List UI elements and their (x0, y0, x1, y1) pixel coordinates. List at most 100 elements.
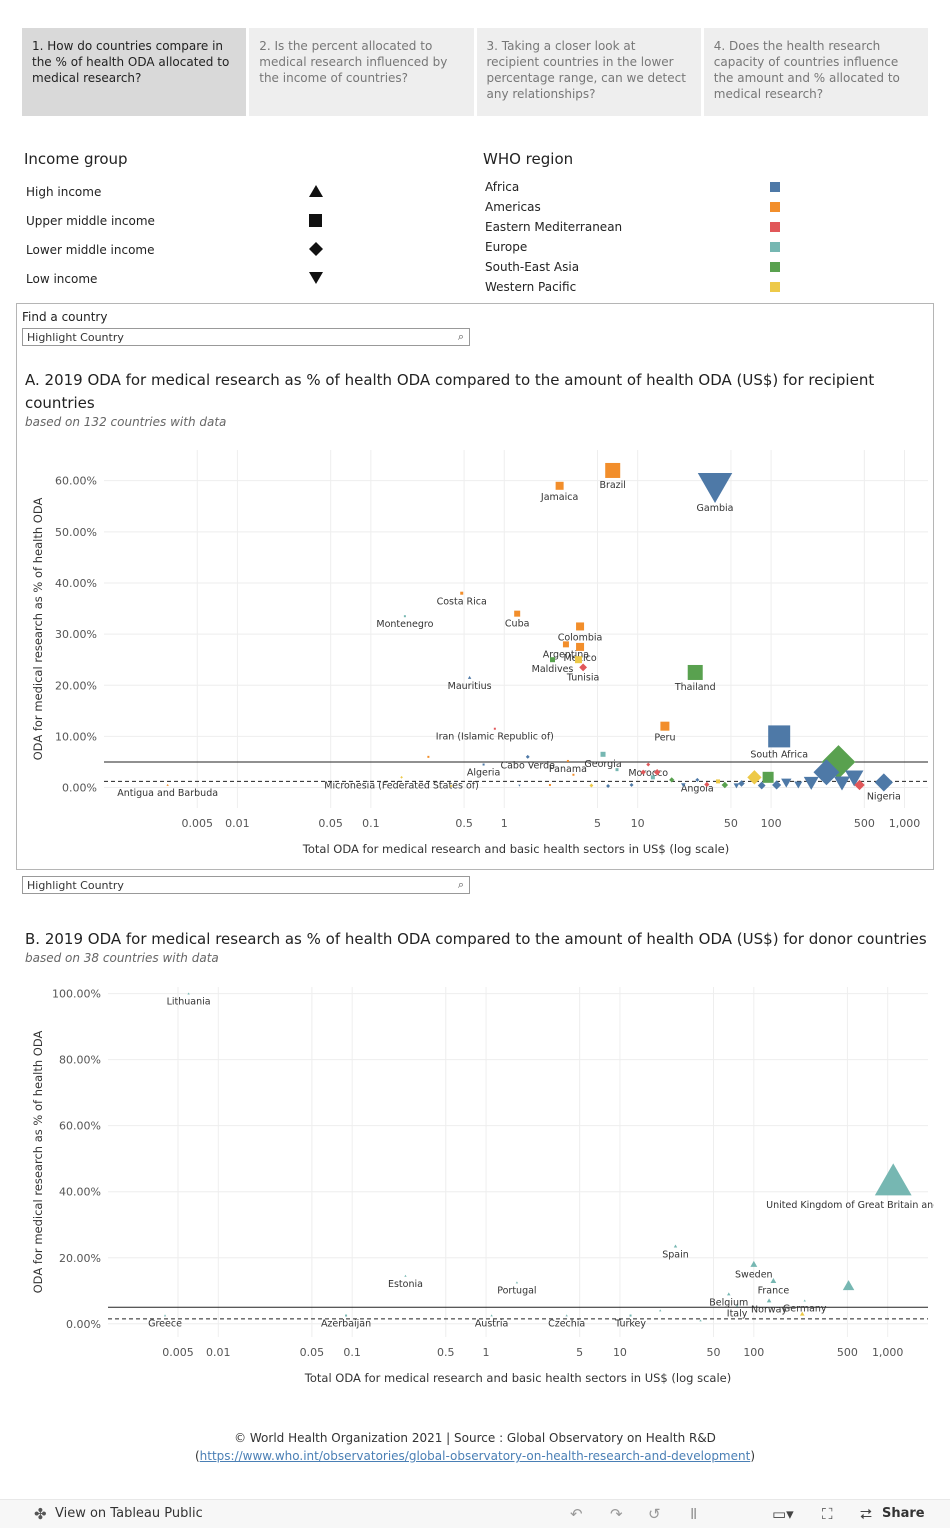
data-point[interactable] (845, 770, 864, 787)
data-point[interactable] (735, 1304, 739, 1307)
data-point[interactable] (757, 781, 766, 790)
data-point[interactable] (659, 1309, 662, 1312)
data-point[interactable] (781, 778, 792, 788)
data-point[interactable] (427, 755, 430, 758)
comment-icon[interactable]: ▭▾ (772, 1505, 794, 1523)
data-point[interactable] (605, 462, 621, 478)
data-point[interactable] (803, 1299, 806, 1302)
data-point[interactable] (514, 610, 521, 617)
tab-1[interactable]: 1. How do countries compare in the % of … (22, 28, 247, 116)
tab-3[interactable]: 3. Taking a closer look at recipient cou… (476, 28, 701, 116)
pause-icon[interactable]: Ⅱ (690, 1505, 698, 1523)
data-point[interactable] (669, 777, 675, 783)
data-point[interactable] (653, 768, 661, 776)
data-point[interactable] (490, 1314, 493, 1317)
data-point[interactable] (768, 725, 791, 748)
view-on-tableau-link[interactable]: View on Tableau Public (55, 1506, 203, 1521)
data-point[interactable] (842, 1280, 855, 1291)
data-point[interactable] (589, 783, 594, 788)
data-point[interactable] (166, 783, 169, 786)
data-point[interactable] (493, 727, 496, 730)
share-icon[interactable]: ⮂ (860, 1505, 873, 1523)
redo-icon[interactable]: ↷ (610, 1505, 623, 1523)
data-point[interactable] (566, 759, 569, 762)
data-point[interactable] (629, 783, 634, 787)
data-point[interactable] (403, 615, 406, 618)
share-button[interactable]: Share (882, 1506, 925, 1521)
region-legend-item[interactable]: Eastern Mediterranean (485, 220, 623, 234)
data-point[interactable] (799, 1311, 805, 1316)
data-point[interactable] (555, 481, 564, 490)
income-legend-low[interactable]: Low income (26, 272, 98, 286)
data-point[interactable] (733, 783, 740, 789)
region-legend-item[interactable]: Western Pacific (485, 280, 577, 294)
data-point[interactable] (606, 784, 611, 788)
footer-link[interactable]: https://www.who.int/observatories/global… (199, 1449, 751, 1463)
data-point[interactable] (562, 641, 569, 648)
data-point[interactable] (460, 591, 464, 595)
data-point[interactable] (821, 745, 856, 779)
region-legend-item[interactable]: Europe (485, 240, 528, 254)
data-point[interactable] (518, 784, 521, 787)
data-point[interactable] (565, 1314, 568, 1317)
search-icon[interactable]: ⌕ (457, 330, 465, 343)
data-point[interactable] (673, 1244, 678, 1248)
undo-icon[interactable]: ↶ (570, 1505, 583, 1523)
data-point[interactable] (772, 780, 782, 790)
data-point[interactable] (727, 1292, 731, 1296)
region-legend-item[interactable]: South-East Asia (485, 260, 580, 274)
region-legend-item[interactable]: Africa (485, 180, 520, 194)
data-point[interactable] (482, 763, 485, 766)
data-point[interactable] (681, 783, 686, 788)
revert-icon[interactable]: ↺ (648, 1505, 661, 1523)
data-point[interactable] (687, 664, 703, 680)
data-point[interactable] (766, 1298, 772, 1303)
data-point[interactable] (574, 656, 582, 664)
tab-2[interactable]: 2. Is the percent allocated to medical r… (249, 28, 474, 116)
data-point[interactable] (525, 754, 530, 759)
data-point[interactable] (400, 776, 403, 779)
data-point[interactable] (572, 773, 575, 776)
data-point[interactable] (404, 1274, 407, 1277)
data-point[interactable] (738, 780, 745, 787)
data-point[interactable] (750, 1260, 758, 1267)
fullscreen-icon[interactable]: ⛶ (822, 1505, 833, 1523)
data-point[interactable] (576, 642, 585, 651)
data-point[interactable] (715, 779, 720, 784)
data-point[interactable] (187, 992, 190, 995)
data-point[interactable] (794, 781, 803, 789)
data-point[interactable] (650, 775, 655, 780)
data-point[interactable] (770, 1277, 777, 1283)
data-point[interactable] (874, 1163, 912, 1196)
data-point[interactable] (646, 762, 651, 767)
data-point[interactable] (747, 770, 762, 785)
data-point[interactable] (576, 622, 585, 631)
income-legend-lower-middle[interactable]: Lower middle income (26, 243, 155, 257)
data-point[interactable] (640, 769, 646, 775)
data-point[interactable] (449, 784, 453, 788)
data-point[interactable] (697, 473, 733, 504)
data-point[interactable] (515, 1281, 519, 1284)
highlight-country-input-a[interactable] (22, 328, 470, 346)
data-point[interactable] (163, 1314, 167, 1317)
data-point[interactable] (548, 783, 551, 786)
data-point[interactable] (600, 751, 606, 757)
data-point[interactable] (803, 776, 819, 790)
data-point[interactable] (854, 779, 865, 791)
data-point[interactable] (704, 781, 710, 788)
highlight-country-input-b[interactable] (22, 876, 470, 894)
data-point[interactable] (615, 768, 619, 772)
data-point[interactable] (874, 773, 893, 792)
income-legend-upper-middle[interactable]: Upper middle income (26, 214, 155, 228)
data-point[interactable] (833, 776, 851, 791)
search-icon[interactable]: ⌕ (457, 878, 465, 891)
data-point[interactable] (699, 1319, 702, 1322)
income-legend-high[interactable]: High income (26, 185, 102, 199)
region-legend-item[interactable]: Americas (485, 200, 541, 214)
data-point[interactable] (467, 675, 472, 679)
tab-4[interactable]: 4. Does the health research capacity of … (703, 28, 928, 116)
data-point[interactable] (345, 1314, 348, 1317)
data-point[interactable] (579, 663, 588, 672)
data-point[interactable] (629, 1314, 632, 1317)
data-point[interactable] (660, 721, 670, 731)
